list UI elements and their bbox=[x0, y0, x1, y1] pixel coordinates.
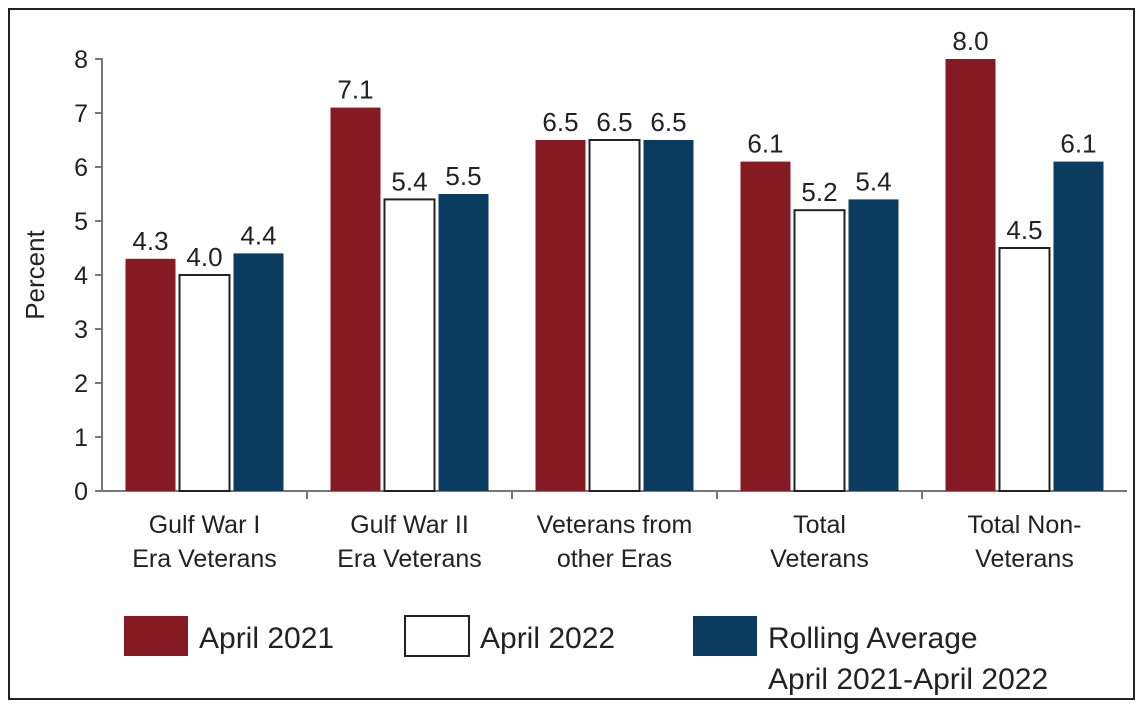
data-label: 4.3 bbox=[132, 226, 168, 256]
legend-swatch bbox=[693, 616, 757, 656]
bar bbox=[588, 139, 641, 492]
data-label: 4.0 bbox=[186, 242, 222, 272]
bar bbox=[438, 194, 489, 491]
category-label: Gulf War I Era Veterans bbox=[132, 511, 277, 573]
data-label: 8.0 bbox=[952, 26, 988, 56]
legend-swatch bbox=[124, 616, 188, 656]
data-label: 5.5 bbox=[445, 161, 481, 191]
data-label: 6.5 bbox=[650, 107, 686, 137]
legend-swatch bbox=[404, 615, 470, 657]
bar bbox=[848, 199, 899, 491]
bar bbox=[643, 140, 694, 491]
bar bbox=[740, 161, 791, 491]
data-label: 6.1 bbox=[1060, 129, 1096, 159]
y-tick-label: 4 bbox=[74, 262, 88, 290]
data-label: 7.1 bbox=[337, 75, 373, 105]
y-tick-label: 0 bbox=[74, 478, 88, 506]
bar bbox=[998, 247, 1051, 492]
data-label: 6.5 bbox=[542, 107, 578, 137]
y-tick-label: 6 bbox=[74, 154, 88, 182]
category-label: Veterans from other Eras bbox=[537, 511, 693, 573]
bar bbox=[945, 59, 996, 491]
data-label: 5.2 bbox=[801, 177, 837, 207]
bar bbox=[793, 209, 846, 492]
category-label: Total Non-Veterans bbox=[968, 511, 1082, 573]
bar bbox=[233, 253, 284, 491]
y-tick-label: 7 bbox=[74, 100, 88, 128]
data-label: 6.1 bbox=[747, 129, 783, 159]
data-label: 4.4 bbox=[240, 220, 276, 250]
y-tick-label: 2 bbox=[74, 370, 88, 398]
bar bbox=[178, 274, 231, 492]
y-tick-label: 3 bbox=[74, 316, 88, 344]
y-tick-label: 1 bbox=[74, 424, 88, 452]
category-label: Gulf War II Era Veterans bbox=[337, 511, 482, 573]
legend-label: April 2022 bbox=[480, 622, 615, 655]
y-tick-label: 5 bbox=[74, 208, 88, 236]
bar bbox=[1053, 161, 1104, 491]
bar bbox=[535, 140, 586, 491]
data-label: 5.4 bbox=[391, 166, 427, 196]
legend-label: Rolling Average April 2021-April 2022 bbox=[768, 622, 1048, 696]
data-label: 4.5 bbox=[1006, 215, 1042, 245]
bar bbox=[383, 198, 436, 492]
data-label: 6.5 bbox=[596, 107, 632, 137]
bar bbox=[330, 107, 381, 491]
category-label: Total Veterans bbox=[770, 511, 869, 573]
y-tick-label: 8 bbox=[74, 46, 88, 74]
bar bbox=[125, 258, 176, 491]
legend-label: April 2021 bbox=[199, 622, 334, 655]
data-label: 5.4 bbox=[855, 166, 891, 196]
y-axis-label: Percent bbox=[20, 229, 50, 319]
